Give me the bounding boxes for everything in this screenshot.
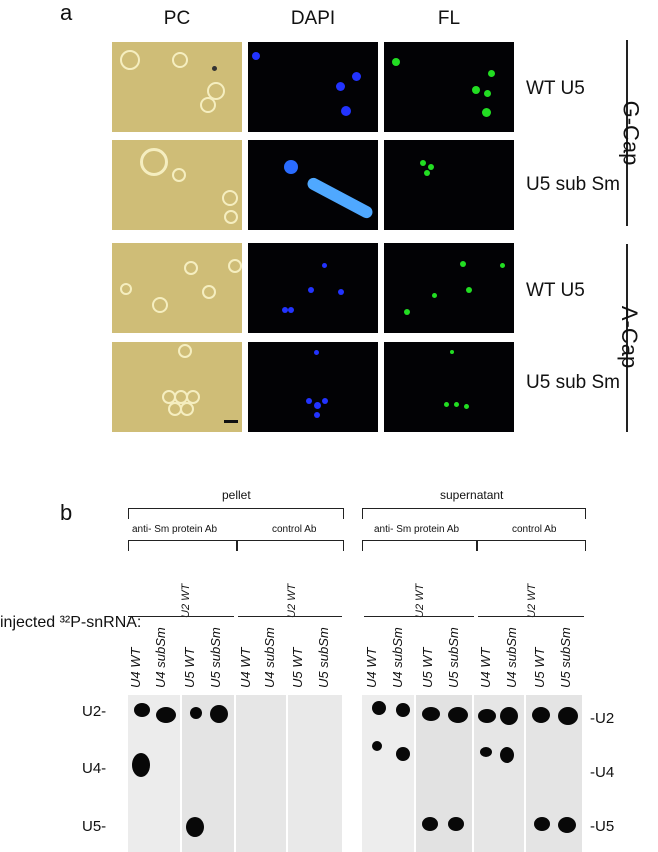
subgroup-3-bracket (362, 540, 478, 551)
image-dapi-row2 (248, 140, 378, 230)
lane-5: U4 WT (238, 647, 253, 688)
lane-1: U4 WT (128, 647, 143, 688)
subgroup-3: anti- Sm protein Ab (374, 524, 460, 535)
lane-9: U4 WT (364, 647, 379, 688)
a-cap-line (626, 244, 628, 432)
lane-16: U5 subSm (558, 627, 573, 688)
lane-12: U5 subSm (446, 627, 461, 688)
row-label-2: U5 sub Sm (526, 174, 620, 195)
lane-4: U5 subSm (208, 627, 223, 688)
image-dapi-row3 (248, 243, 378, 333)
u2-wt-label-2: U2 WT (286, 583, 298, 618)
band-label-u2-left: U2- (82, 703, 107, 720)
u2-wt-label-4: U2 WT (526, 583, 538, 618)
subgroup-2-bracket (236, 540, 344, 551)
band-label-u5-right: -U5 (590, 818, 615, 835)
u2-wt-label-1: U2 WT (180, 583, 192, 618)
subgroup-1: anti- Sm protein Ab (132, 524, 218, 535)
injected-label: injected ³²P-snRNA: (0, 614, 142, 631)
g-cap-label: G-Cap (618, 100, 644, 166)
lane-13: U4 WT (478, 647, 493, 688)
lane-11: U5 WT (420, 647, 435, 688)
image-pc-row2 (112, 140, 242, 230)
image-fl-row2 (384, 140, 514, 230)
supernatant-bracket (362, 508, 586, 519)
row-label-4: U5 sub Sm (526, 372, 620, 393)
gel-strip-6 (416, 695, 472, 852)
image-fl-row3 (384, 243, 514, 333)
subgroup-2: control Ab (272, 524, 317, 535)
gel-strip-7 (474, 695, 524, 852)
pellet-label: pellet (222, 488, 251, 502)
image-dapi-row1 (248, 42, 378, 132)
band-label-u5-left: U5- (82, 818, 107, 835)
image-pc-row4 (112, 342, 242, 432)
subgroup-4: control Ab (512, 524, 557, 535)
u2-line-1 (128, 616, 234, 617)
subgroup-4-bracket (476, 540, 586, 551)
u2-line-3 (364, 616, 474, 617)
band-label-u2-right: -U2 (590, 710, 615, 727)
row-label-1: WT U5 (526, 78, 585, 99)
image-pc-row3 (112, 243, 242, 333)
u2-line-4 (478, 616, 584, 617)
gel-strip-5 (362, 695, 414, 852)
band-label-u4-right: -U4 (590, 764, 615, 781)
subgroup-1-bracket (128, 540, 238, 551)
lane-3: U5 WT (182, 647, 197, 688)
image-fl-row1 (384, 42, 514, 132)
u2-wt-label-3: U2 WT (414, 583, 426, 618)
image-pc-row1 (112, 42, 242, 132)
lane-8: U5 subSm (316, 627, 331, 688)
lane-6: U4 subSm (262, 627, 277, 688)
col-header-dapi: DAPI (290, 8, 336, 29)
col-header-fl: FL (437, 8, 461, 29)
panel-b-letter: b (60, 500, 73, 525)
band-label-u4-left: U4- (82, 760, 107, 777)
col-header-pc: PC (163, 8, 191, 29)
lane-14: U4 subSm (504, 627, 519, 688)
image-dapi-row4 (248, 342, 378, 432)
lane-7: U5 WT (290, 647, 305, 688)
gel-strip-8 (526, 695, 582, 852)
supernatant-label: supernatant (440, 488, 504, 502)
image-fl-row4 (384, 342, 514, 432)
gel-strip-1 (128, 695, 180, 852)
u2-line-2 (238, 616, 342, 617)
gel-strip-2 (182, 695, 234, 852)
lane-15: U5 WT (532, 647, 547, 688)
panel-a-letter: a (60, 0, 73, 25)
gel-strip-4 (288, 695, 342, 852)
pellet-bracket (128, 508, 344, 519)
g-cap-line (626, 40, 628, 226)
lane-2: U4 subSm (153, 627, 168, 688)
a-cap-label: A-Cap (617, 305, 643, 369)
lane-10: U4 subSm (390, 627, 405, 688)
row-label-3: WT U5 (526, 280, 585, 301)
gel-strip-3 (236, 695, 286, 852)
